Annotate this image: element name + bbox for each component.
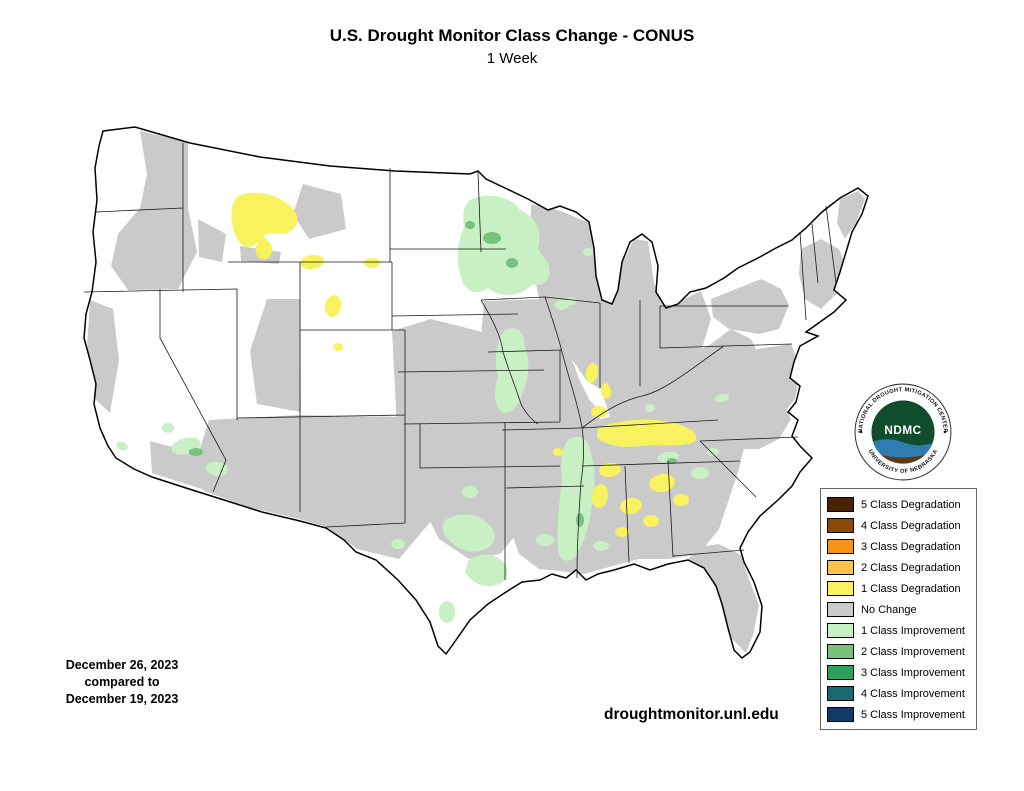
legend-swatch — [827, 602, 854, 617]
logo-right-star — [943, 430, 947, 434]
legend-label: 4 Class Improvement — [861, 687, 965, 700]
legend-item: 3 Class Degradation — [827, 536, 970, 557]
no-change-areas — [87, 131, 865, 653]
legend-swatch — [827, 623, 854, 638]
legend-item: 1 Class Improvement — [827, 620, 970, 641]
legend-item: 2 Class Improvement — [827, 641, 970, 662]
legend-item: 4 Class Improvement — [827, 683, 970, 704]
legend-item: 4 Class Degradation — [827, 515, 970, 536]
legend: 5 Class Degradation 4 Class Degradation … — [820, 488, 977, 730]
legend-label: 5 Class Degradation — [861, 498, 961, 511]
legend-label: 3 Class Degradation — [861, 540, 961, 553]
legend-swatch — [827, 560, 854, 575]
legend-item: 3 Class Improvement — [827, 662, 970, 683]
date-current: December 26, 2023 — [65, 658, 179, 672]
legend-item: No Change — [827, 599, 970, 620]
legend-item: 2 Class Degradation — [827, 557, 970, 578]
date-previous: December 19, 2023 — [65, 692, 179, 706]
date-block: December 26, 2023 compared to December 1… — [42, 657, 202, 708]
page-title: U.S. Drought Monitor Class Change - CONU… — [329, 26, 695, 45]
legend-swatch — [827, 539, 854, 554]
legend-item: 1 Class Degradation — [827, 578, 970, 599]
legend-swatch — [827, 581, 854, 596]
legend-label: 3 Class Improvement — [861, 666, 965, 679]
legend-item: 5 Class Improvement — [827, 704, 970, 725]
source-url: droughtmonitor.unl.edu — [604, 706, 779, 723]
legend-swatch — [827, 686, 854, 701]
logo-emblem — [871, 400, 935, 464]
legend-label: 4 Class Degradation — [861, 519, 961, 532]
legend-swatch — [827, 707, 854, 722]
date-compared-label: compared to — [84, 675, 160, 689]
improvement-2-areas — [189, 221, 677, 527]
legend-label: No Change — [861, 603, 917, 616]
legend-label: 2 Class Improvement — [861, 645, 965, 658]
logo-left-star — [859, 430, 863, 434]
legend-label: 1 Class Degradation — [861, 582, 961, 595]
legend-swatch — [827, 518, 854, 533]
legend-item: 5 Class Degradation — [827, 494, 970, 515]
logo-center-text: NDMC — [884, 424, 921, 437]
legend-swatch — [827, 497, 854, 512]
legend-swatch — [827, 665, 854, 680]
legend-label: 5 Class Improvement — [861, 708, 965, 721]
legend-label: 1 Class Improvement — [861, 624, 965, 637]
legend-swatch — [827, 644, 854, 659]
legend-label: 2 Class Degradation — [861, 561, 961, 574]
degradation-1-areas — [231, 192, 697, 537]
ndmc-logo: NATIONAL DROUGHT MITIGATION CENTER UNIVE… — [854, 383, 952, 481]
page-subtitle: 1 Week — [486, 50, 538, 67]
state-borders — [83, 143, 837, 580]
